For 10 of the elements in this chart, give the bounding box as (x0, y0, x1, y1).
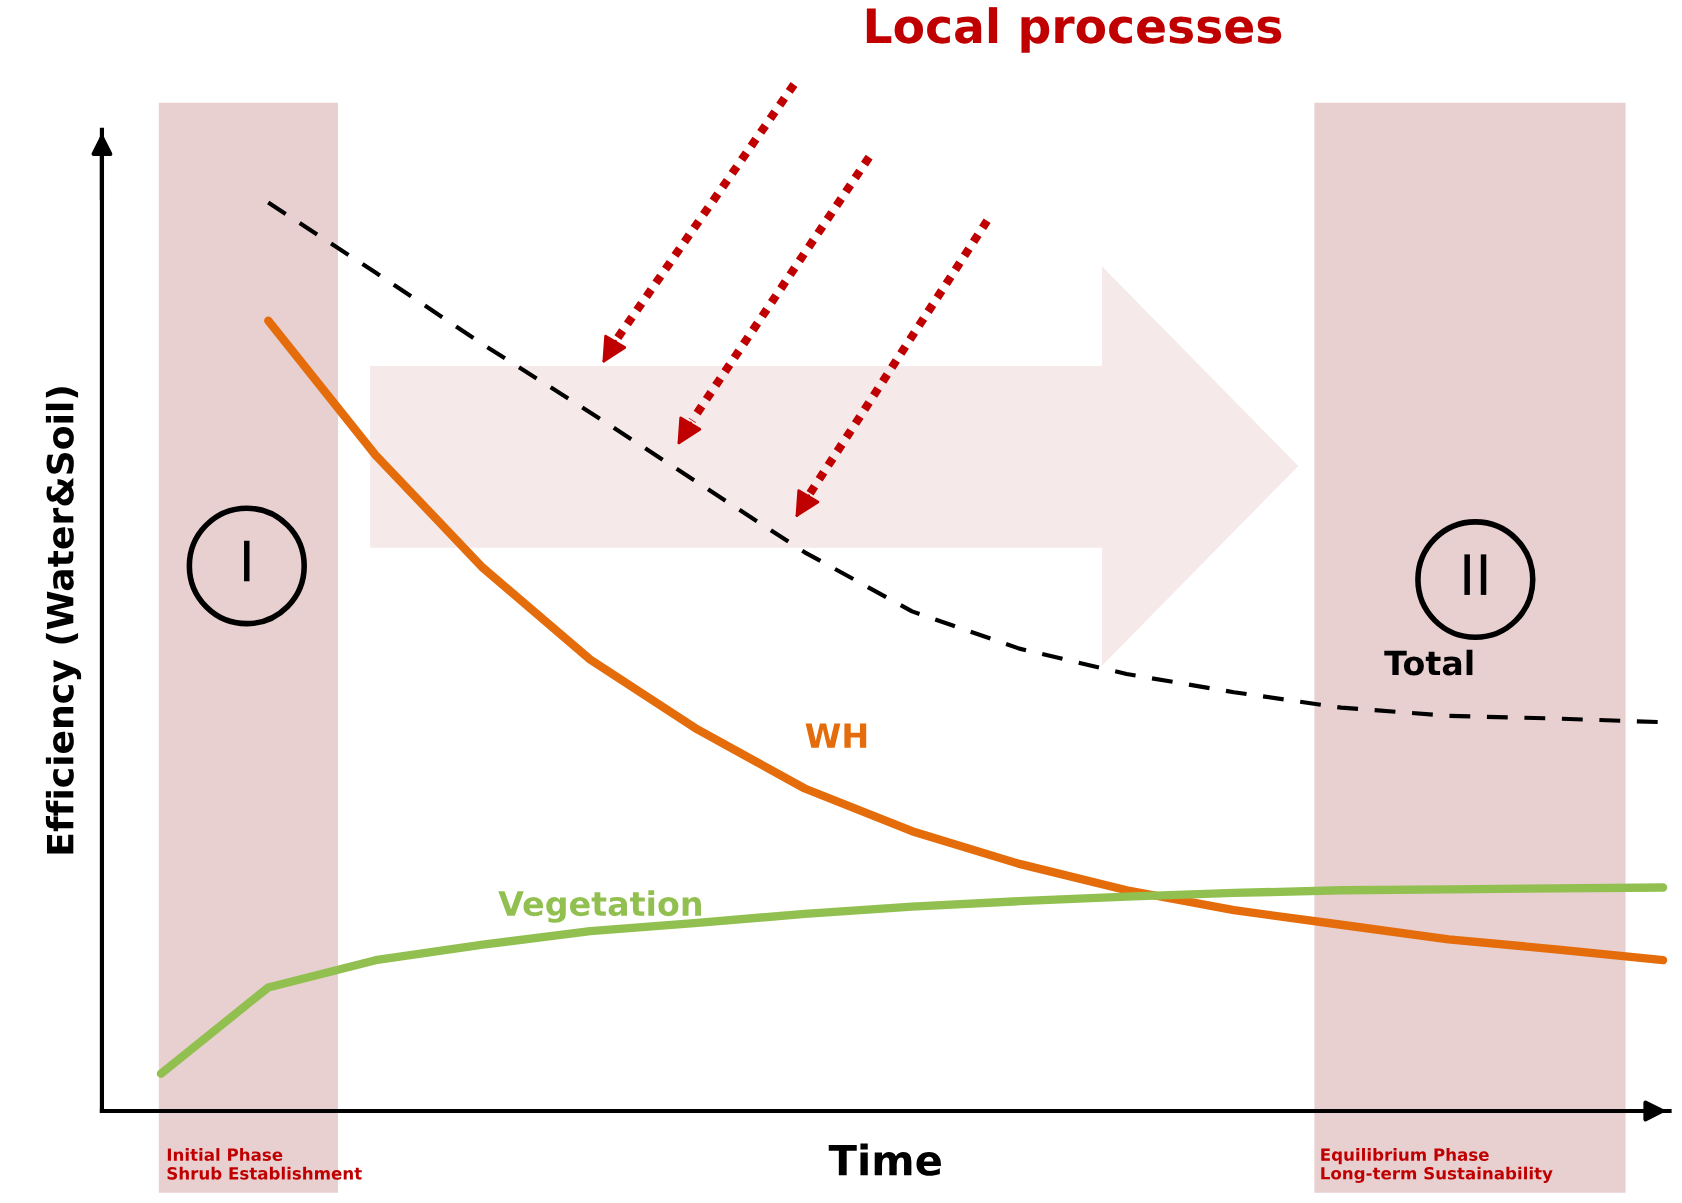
text: Equilibrium Phase Long-term Sustainability (1321, 1148, 1553, 1183)
text: Initial Phase Shrub Establishment (167, 1148, 362, 1180)
series-label: Total (1384, 649, 1473, 676)
series-label: WH (805, 723, 867, 748)
series-label: Vegetation (498, 890, 701, 923)
y-axis-title: Efficiency (Water&Soil) (45, 387, 82, 854)
annotation: II (1464, 554, 1487, 595)
annotation: I (244, 540, 250, 582)
x-axis-title: Time (828, 1143, 941, 1176)
text: Local processes (866, 7, 1282, 53)
